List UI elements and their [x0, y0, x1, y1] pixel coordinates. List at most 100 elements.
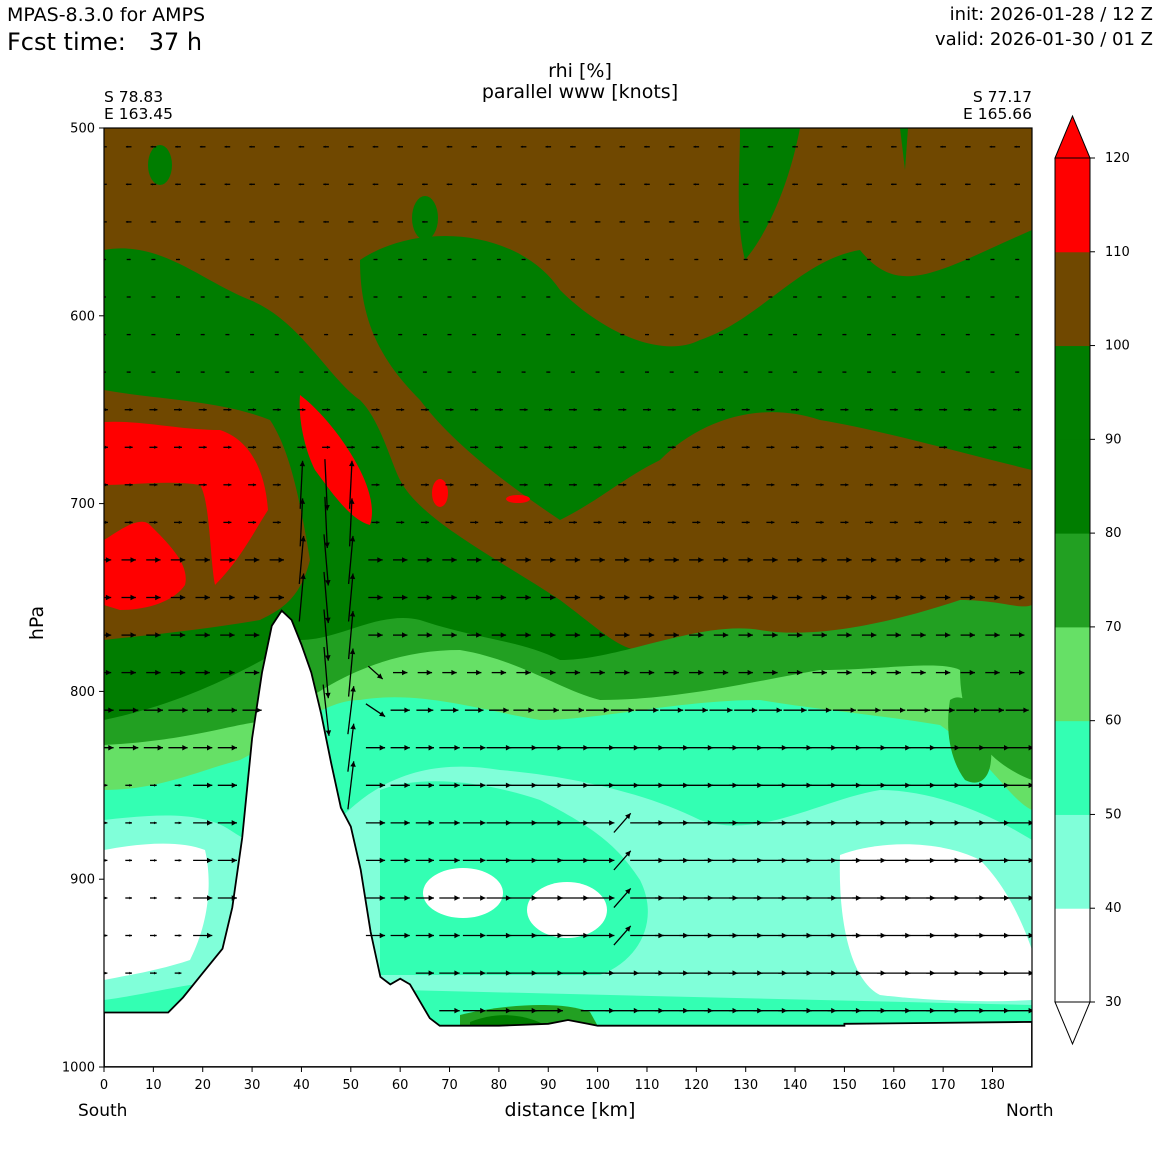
wind-arrow-head: [480, 857, 486, 864]
wind-arrow-head: [372, 220, 375, 223]
wind-arrow-head: [203, 371, 205, 373]
y-tick-label: 700: [70, 497, 95, 512]
rh-80-100-upper-patch: [360, 230, 1032, 520]
wind-arrow-head: [795, 445, 800, 449]
wind-arrow-head: [746, 371, 748, 373]
wind-arrow-head: [647, 258, 649, 261]
wind-arrow-head: [573, 371, 575, 373]
wind-arrow-head: [672, 258, 674, 261]
wind-arrow-head: [1014, 145, 1017, 148]
wind-arrow-head: [404, 782, 410, 788]
wind-arrow-head: [402, 669, 408, 676]
colorbar-segment: [1055, 439, 1090, 534]
wind-arrow-head: [349, 611, 356, 617]
wind-arrow-head: [891, 145, 894, 148]
wind-arrow-head: [277, 408, 281, 412]
wind-arrow-head: [503, 707, 509, 713]
wind-arrow-shaft: [347, 723, 355, 772]
wind-arrow-head: [820, 371, 822, 373]
wind-arrow-head: [400, 296, 403, 298]
wind-arrow-head: [301, 258, 304, 261]
wind-arrow-head: [619, 183, 622, 186]
wind-arrow-head: [372, 145, 375, 148]
wind-arrow-head: [1028, 820, 1032, 826]
wind-arrow-head: [895, 557, 901, 563]
wind-arrow-head: [104, 934, 108, 937]
wind-arrow-head: [253, 669, 260, 676]
wind-arrow-head: [178, 296, 180, 298]
wind-arrow-head: [524, 408, 528, 412]
colorbar-tick-label: 110: [1105, 245, 1130, 260]
wind-arrow-head: [945, 632, 951, 638]
wind-arrow-head: [449, 333, 452, 336]
wind-arrow-head: [471, 145, 474, 148]
wind-arrow-shaft: [347, 535, 354, 584]
wind-arrow-head: [480, 782, 486, 788]
wind-arrow-head: [454, 857, 460, 864]
wind-arrow-head: [104, 445, 108, 449]
wind-arrow-head: [130, 669, 136, 676]
wind-arrow-head: [203, 445, 207, 449]
wind-arrow-head: [545, 183, 548, 186]
wind-arrow-head: [154, 896, 157, 900]
wind-arrow-head: [747, 557, 753, 563]
wind-arrow-head: [825, 707, 832, 713]
wind-arrow-head: [820, 258, 822, 261]
x-axis-label: distance [km]: [504, 1099, 636, 1121]
wind-arrow-shaft: [299, 460, 304, 509]
y-axis: 500 600 700 800 900 1000: [62, 122, 104, 1076]
wind-arrow-head: [869, 520, 874, 524]
wind-arrow-head: [742, 145, 746, 148]
wind-arrow-head: [550, 557, 556, 563]
wind-arrow-head: [474, 258, 477, 261]
x-tick-label: 50: [343, 1078, 360, 1093]
wind-arrow-head: [746, 333, 748, 336]
wind-arrow-head: [231, 745, 237, 751]
wind-arrow-head: [229, 669, 235, 676]
wind-arrow-head: [943, 445, 948, 449]
wind-arrow-head: [446, 183, 449, 186]
wind-arrow-head: [895, 669, 901, 676]
rh-dry-right: [839, 844, 1032, 1002]
wind-arrow-head: [869, 333, 872, 336]
wind-arrow-head: [871, 594, 877, 601]
wind-arrow-head: [772, 669, 778, 676]
end-lon: E 165.66: [963, 105, 1032, 123]
wind-arrow-head: [721, 371, 723, 373]
rh-dry-pocket-2: [527, 882, 607, 938]
wind-arrow-head: [844, 371, 847, 373]
wind-arrow-head: [450, 408, 454, 412]
wind-arrow-head: [150, 183, 153, 186]
wind-arrow-head: [228, 483, 232, 487]
wind-arrow-head: [668, 183, 672, 186]
wind-arrow-head: [203, 296, 205, 298]
wind-arrow-head: [150, 220, 153, 223]
wind-arrow-head: [578, 707, 584, 713]
wind-arrow-head: [672, 333, 674, 336]
wind-arrow-head: [965, 183, 968, 186]
wind-arrow-head: [993, 520, 997, 524]
wind-arrow-head: [351, 371, 353, 373]
wind-arrow-head: [895, 632, 901, 638]
wind-arrow-head: [624, 632, 630, 638]
wind-arrow-head: [548, 333, 551, 336]
wind-arrow-head: [894, 296, 896, 298]
x-tick-label: 170: [931, 1078, 956, 1093]
wind-arrow-head: [349, 498, 355, 504]
wind-arrow-head: [300, 535, 306, 542]
wind-arrow-head: [426, 669, 433, 676]
wind-arrow-head: [573, 408, 577, 412]
colorbar-tick-label: 30: [1105, 995, 1122, 1010]
wind-arrow-head: [796, 669, 803, 676]
wind-arrow-head: [624, 557, 630, 563]
wind-arrow-head: [721, 296, 723, 298]
wind-arrow-head: [253, 557, 260, 563]
wind-arrow-head: [129, 296, 131, 298]
wind-arrow-head: [1018, 520, 1022, 524]
wind-arrow-head: [702, 707, 708, 713]
wind-arrow-head: [499, 408, 503, 412]
wind-arrow-shaft: [298, 573, 305, 622]
wind-arrow-head: [207, 895, 213, 901]
wind-arrow-head: [623, 520, 627, 524]
wind-arrow-head: [598, 520, 602, 524]
